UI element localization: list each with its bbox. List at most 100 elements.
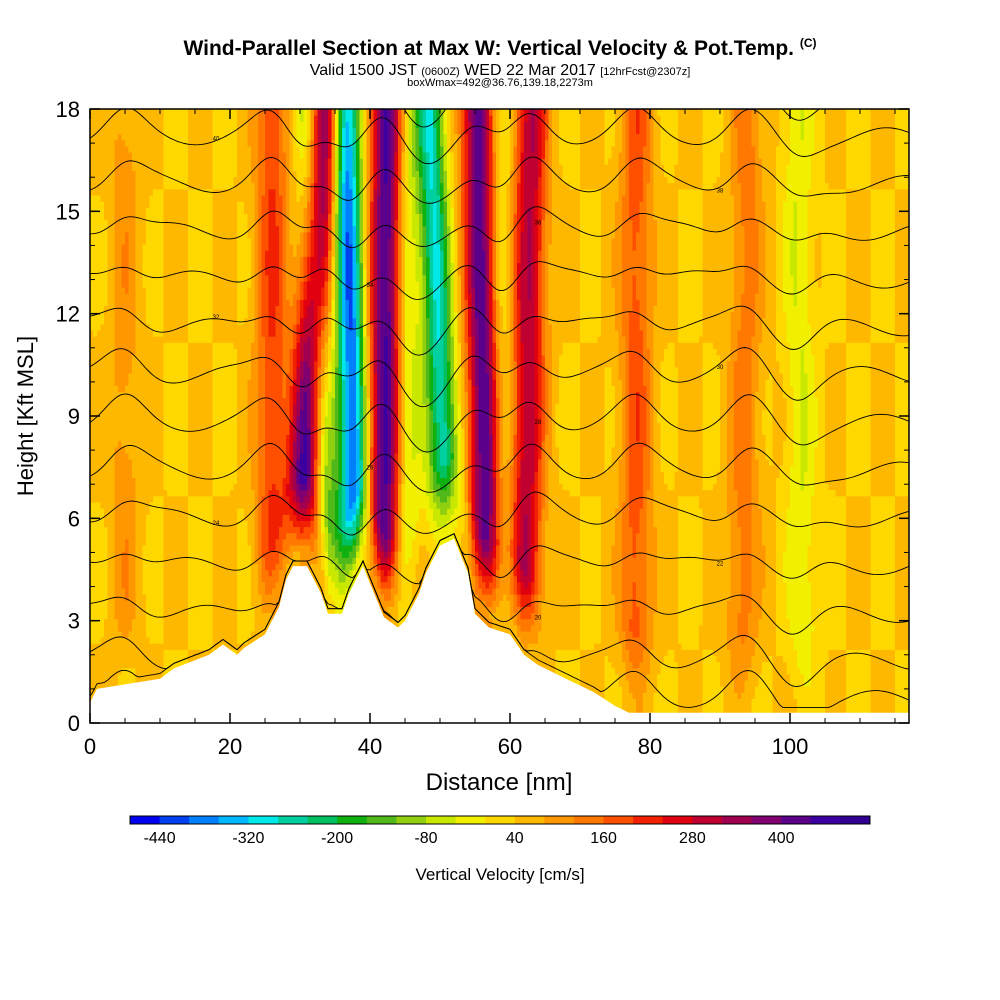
w-cell (156, 403, 161, 411)
w-cell (219, 182, 224, 190)
w-cell (170, 182, 175, 190)
w-cell (111, 655, 116, 663)
w-cell (153, 495, 158, 503)
w-cell (111, 170, 116, 178)
w-cell (114, 256, 119, 264)
w-cell (188, 139, 193, 147)
w-cell (163, 385, 168, 392)
w-cell (212, 311, 217, 319)
w-cell (93, 336, 98, 343)
w-cell (230, 637, 235, 644)
w-cell (156, 305, 161, 313)
w-cell (240, 471, 245, 478)
w-cell (184, 373, 189, 380)
w-cell (121, 680, 126, 687)
w-cell (97, 422, 102, 429)
w-cell (104, 391, 109, 399)
w-cell (153, 440, 158, 448)
w-cell (184, 237, 189, 245)
w-cell (177, 323, 182, 331)
w-cell (254, 152, 259, 159)
w-cell (149, 606, 154, 613)
w-cell (205, 594, 210, 601)
w-cell (156, 293, 161, 300)
w-cell (100, 612, 105, 620)
w-cell (132, 409, 137, 417)
w-cell (160, 397, 165, 405)
w-cell (195, 152, 200, 159)
w-cell (167, 195, 172, 202)
w-cell (97, 268, 102, 276)
w-cell (174, 440, 179, 448)
w-cell (121, 557, 126, 564)
w-cell (247, 526, 252, 534)
w-cell (230, 109, 235, 116)
w-cell (216, 416, 221, 423)
w-cell (135, 336, 140, 343)
w-cell (219, 207, 224, 214)
w-cell (191, 618, 196, 626)
w-cell (149, 164, 154, 171)
w-cell (188, 256, 193, 264)
w-cell (212, 440, 217, 448)
w-cell (132, 373, 137, 380)
w-cell (156, 532, 161, 540)
w-cell (142, 299, 147, 306)
w-cell (146, 624, 151, 632)
w-cell (107, 158, 112, 165)
w-cell (195, 397, 200, 405)
w-cell (125, 477, 130, 485)
w-cell (121, 575, 126, 583)
w-cell (191, 403, 196, 411)
w-cell (174, 532, 179, 540)
w-cell (216, 551, 221, 558)
w-cell (261, 600, 266, 607)
w-cell (244, 477, 249, 485)
w-cell (209, 409, 214, 417)
w-cell (93, 587, 98, 595)
w-cell (209, 366, 214, 374)
w-cell (93, 569, 98, 577)
w-cell (156, 219, 161, 227)
w-cell (114, 250, 119, 257)
w-cell (132, 164, 137, 171)
w-cell (230, 544, 235, 552)
w-cell (247, 397, 252, 405)
w-cell (132, 330, 137, 337)
w-cell (237, 397, 242, 405)
w-cell (156, 360, 161, 368)
w-cell (90, 360, 95, 368)
w-cell (135, 121, 140, 128)
w-cell (205, 465, 210, 472)
w-cell (240, 133, 245, 141)
w-cell (160, 360, 165, 368)
w-cell (184, 207, 189, 214)
w-cell (156, 225, 161, 233)
w-cell (195, 594, 200, 601)
w-cell (233, 299, 238, 306)
w-cell (104, 244, 109, 251)
w-cell (174, 366, 179, 374)
w-cell (167, 373, 172, 380)
w-cell (156, 538, 161, 546)
w-cell (118, 563, 123, 571)
w-cell (254, 176, 259, 184)
w-cell (181, 618, 186, 626)
w-cell (237, 139, 242, 147)
w-cell (233, 274, 238, 282)
w-cell (237, 274, 242, 282)
w-cell (97, 483, 102, 491)
w-cell (107, 587, 112, 595)
w-cell (146, 532, 151, 540)
w-cell (212, 587, 217, 595)
w-cell (177, 459, 182, 466)
w-cell (97, 514, 102, 521)
w-cell (254, 532, 259, 540)
w-cell (251, 176, 256, 184)
w-cell (97, 575, 102, 583)
w-cell (223, 612, 228, 620)
w-cell (163, 459, 168, 466)
w-cell (258, 514, 263, 521)
w-cell (128, 348, 133, 356)
w-cell (125, 121, 130, 128)
